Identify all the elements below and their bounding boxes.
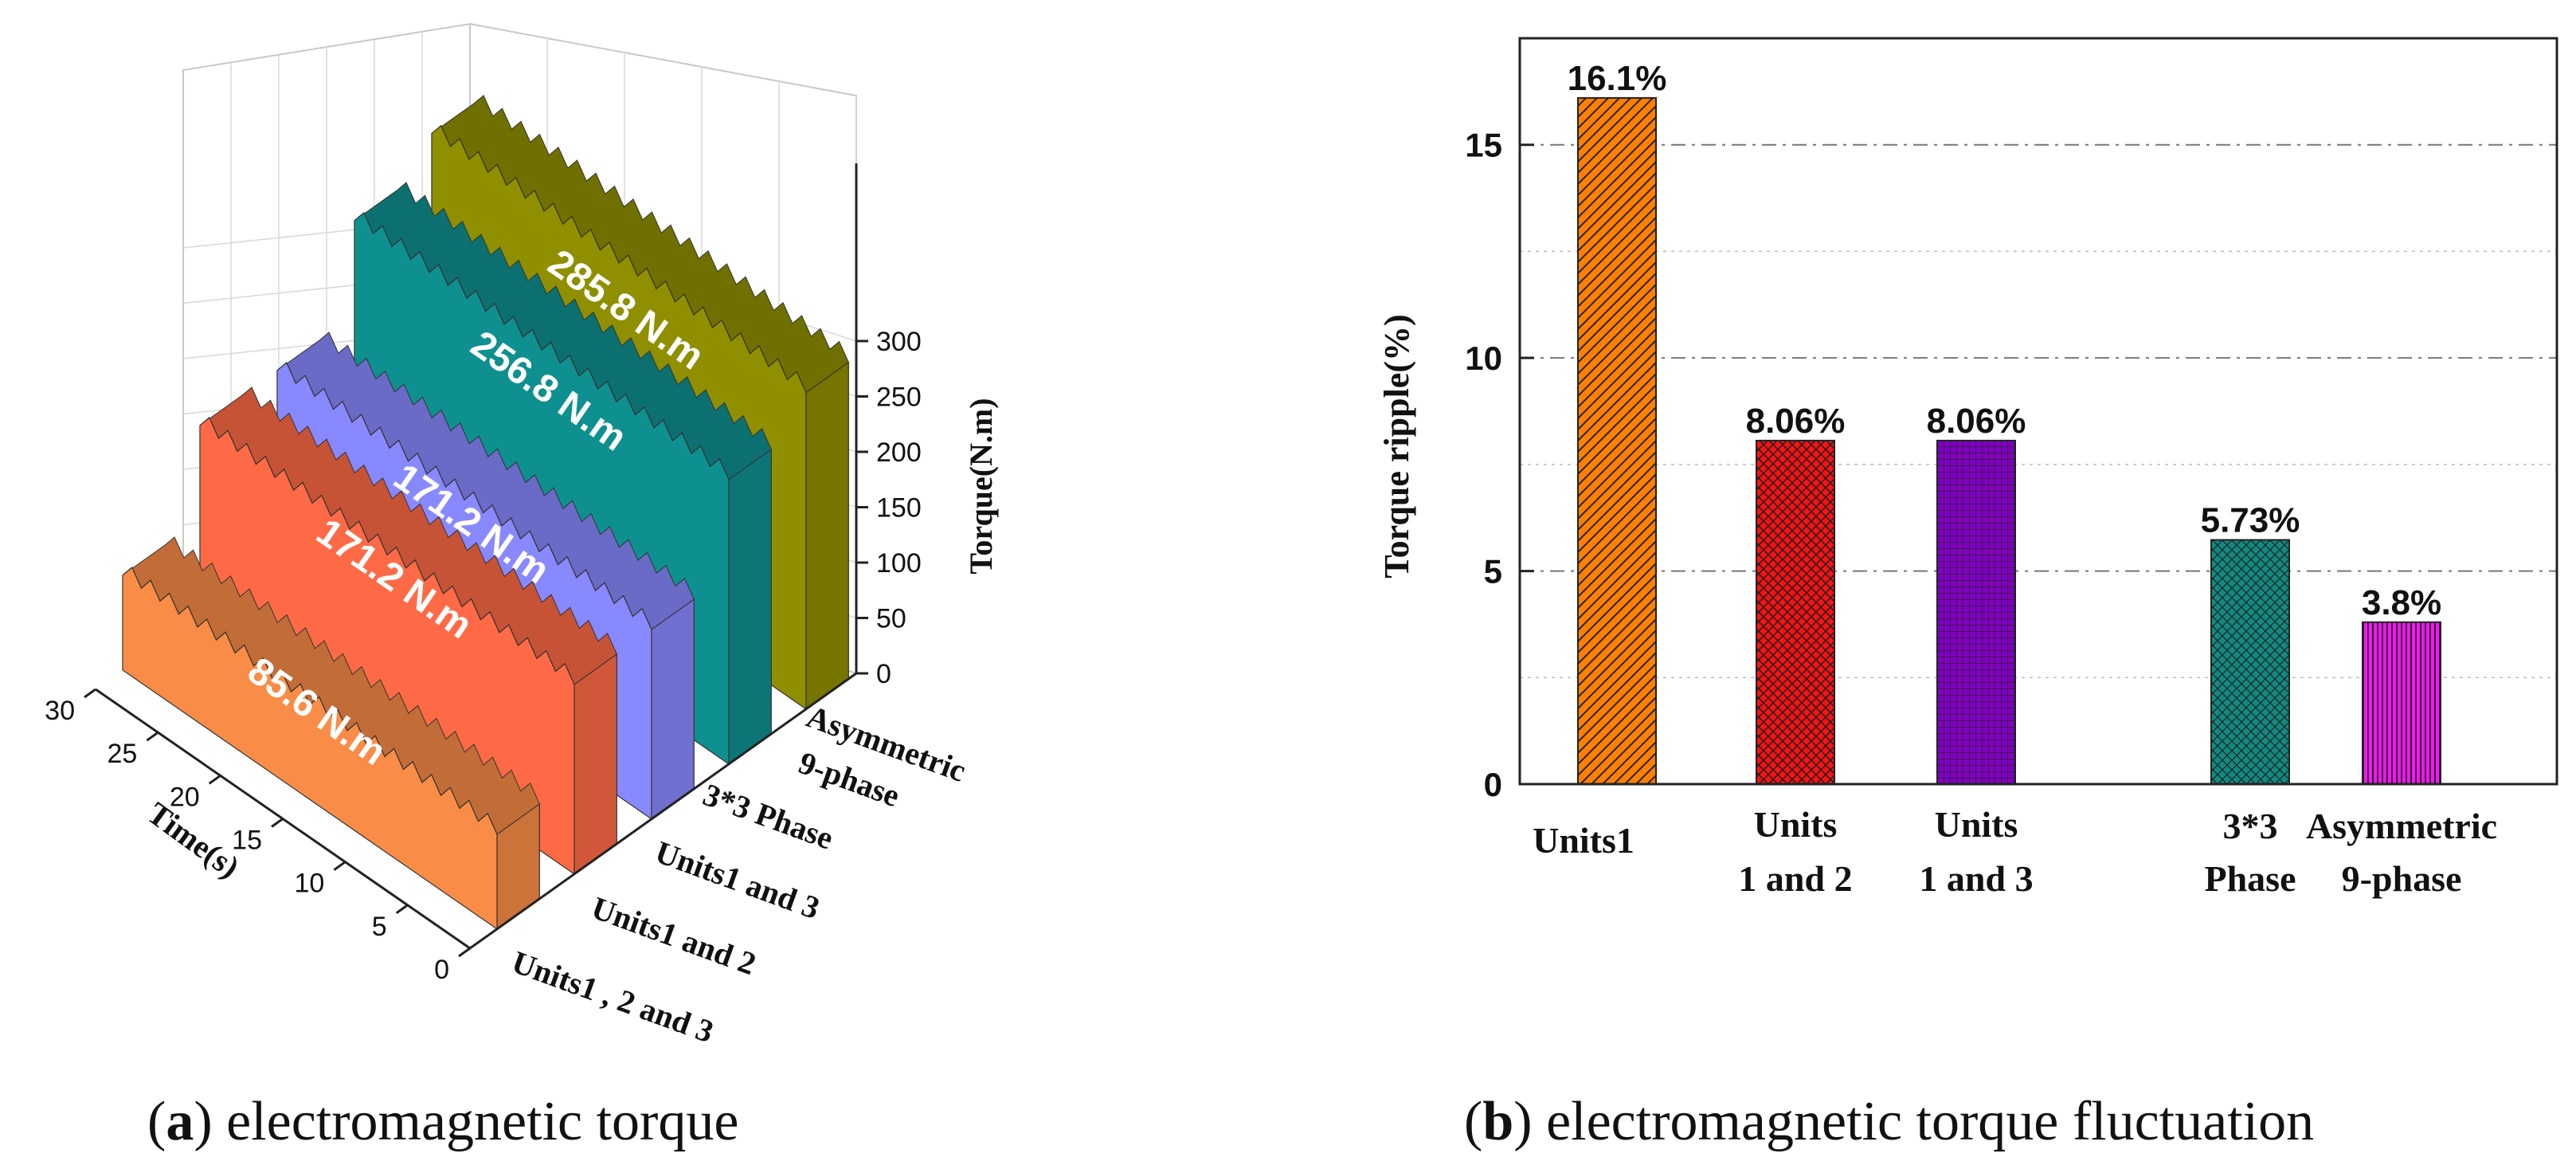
x-category-label-line2: 9-phase — [2342, 858, 2462, 899]
slab-units1-2-and-3: 85.6 N.m — [122, 536, 540, 931]
x-category-label: Units — [1935, 804, 2018, 845]
torque-axis-ticks: 0 50 100 150 200 250 300 — [856, 327, 922, 689]
ripple-bar-hatch — [1937, 440, 2015, 784]
time-tick — [458, 947, 471, 958]
ripple-bar-value-label: 8.06% — [1927, 402, 2026, 441]
time-tick-label: 15 — [232, 826, 262, 856]
series-axis-label: 3*3 Phase — [699, 776, 838, 856]
x-category-label-line2: Phase — [2205, 858, 2296, 899]
caption-b-letter: b — [1482, 1091, 1514, 1152]
ripple-bar-value-label: 8.06% — [1746, 402, 1846, 441]
ripple-y-ticks: 0 5 10 15 — [1465, 127, 1534, 803]
slab-end-face — [805, 361, 849, 711]
ripple-bar-hatch — [1756, 440, 1834, 784]
ripple-bar-value-label: 3.8% — [2362, 583, 2441, 622]
series-axis-label: Units1 , 2 and 3 — [507, 944, 718, 1049]
ripple-grid — [1520, 143, 2557, 679]
ripple-bars: 16.1% 8.06% 8.06% 5.73% 3.8% — [1568, 59, 2441, 785]
ripple-bar-hatch — [2211, 539, 2289, 784]
x-category-label-line2: 1 and 2 — [1738, 858, 1852, 899]
caption-b: (b) electromagnetic torque fluctuation — [1464, 1091, 2315, 1152]
ripple-x-labels: Units1 Units 1 and 2 Units 1 and 3 3*3 PhaseAs… — [1533, 804, 2497, 899]
x-category-label-line2: 1 and 3 — [1919, 858, 2033, 899]
ripple-y-axis-label: Torque ripple(%) — [1377, 314, 1416, 578]
y-tick-label: 15 — [1465, 127, 1502, 164]
x-category-label: Units — [1754, 804, 1838, 845]
time-tick-label: 30 — [45, 696, 75, 726]
time-tick — [208, 775, 221, 785]
slab-end-face — [728, 448, 772, 766]
torque-tick-label: 200 — [876, 437, 922, 468]
y-tick-label: 10 — [1465, 339, 1502, 377]
ripple-bar-value-label: 16.1% — [1568, 59, 1667, 98]
time-tick-label: 10 — [295, 869, 325, 899]
torque-tick-label: 150 — [876, 493, 922, 524]
y-tick-label: 0 — [1484, 766, 1502, 803]
time-tick — [146, 731, 159, 742]
torque-axis-label: Torque(N.m) — [963, 398, 999, 574]
caption-b-text: electromagnetic torque fluctuation — [1546, 1091, 2315, 1152]
time-axis-ticks: 0 5 10 15 20 25 30 — [45, 688, 471, 985]
ripple-bar-hatch — [1578, 97, 1656, 784]
torque-tick-label: 250 — [876, 382, 922, 413]
ripple-bar-value-label: 5.73% — [2201, 501, 2300, 540]
caption-a: (a) electromagnetic torque — [147, 1091, 739, 1152]
torque-tick-label: 0 — [876, 659, 891, 689]
time-tick-label: 0 — [434, 955, 449, 985]
caption-a-text: electromagnetic torque — [226, 1091, 739, 1152]
x-category-label: Units1 — [1533, 820, 1634, 861]
torque-tick-label: 50 — [876, 604, 906, 634]
time-tick — [395, 904, 409, 915]
series-axis-label: Units1 and 3 — [651, 834, 824, 926]
time-tick-label: 5 — [372, 912, 387, 942]
torque-tick-label: 300 — [876, 327, 922, 357]
time-tick-label: 20 — [170, 782, 200, 812]
x-category-label: Asymmetric — [2306, 806, 2497, 846]
y-tick-label: 5 — [1484, 553, 1502, 590]
slab-end-face — [651, 598, 695, 821]
ripple-bar-hatch — [2363, 622, 2441, 784]
caption-a-letter: a — [166, 1091, 194, 1152]
slab-end-face — [574, 653, 617, 876]
time-tick-label: 25 — [108, 739, 138, 769]
x-category-label: 3*3 — [2223, 806, 2278, 846]
series-axis-label: Units1 and 2 — [587, 889, 761, 982]
time-tick — [271, 818, 284, 828]
time-tick — [84, 688, 96, 699]
slab-front-face — [122, 567, 498, 930]
torque-tick-label: 100 — [876, 548, 922, 579]
time-tick — [333, 861, 346, 871]
ripple-plot-frame — [1518, 37, 2558, 786]
